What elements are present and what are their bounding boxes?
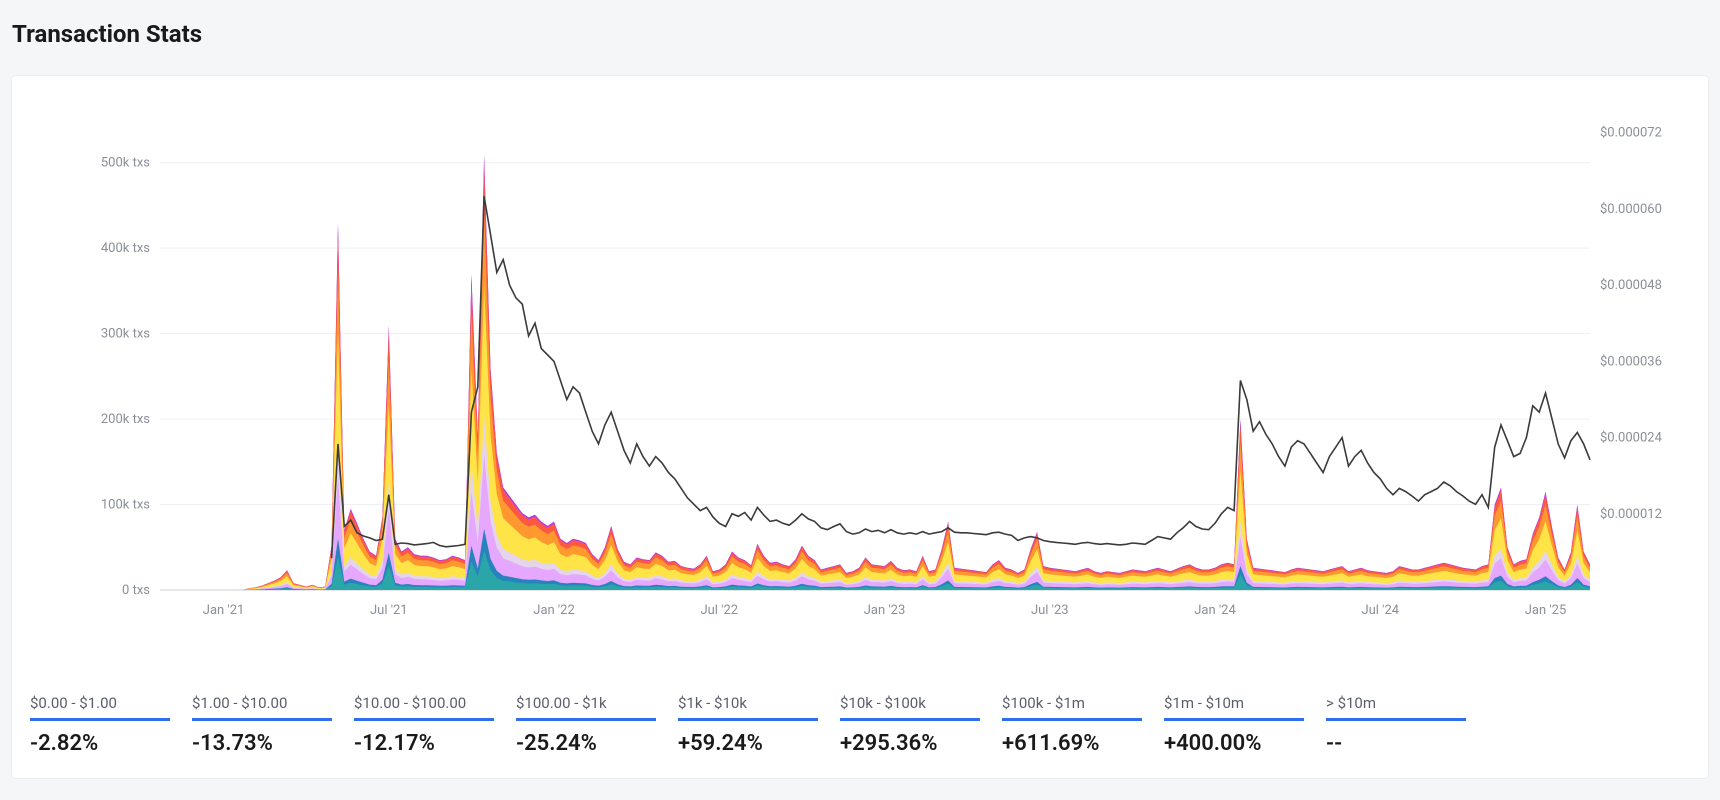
- stat-range: $10.00 - $100.00: [354, 694, 494, 721]
- stat-range: $100.00 - $1k: [516, 694, 656, 721]
- svg-text:200k txs: 200k txs: [101, 412, 150, 427]
- stat-range: $1.00 - $10.00: [192, 694, 332, 721]
- svg-text:$0.000072: $0.000072: [1600, 126, 1662, 141]
- svg-text:Jan '23: Jan '23: [864, 603, 906, 618]
- svg-text:$0.000060: $0.000060: [1600, 202, 1662, 217]
- stat-item[interactable]: $1k - $10k +59.24%: [678, 694, 818, 756]
- stat-item[interactable]: $0.00 - $1.00 -2.82%: [30, 694, 170, 756]
- svg-text:$0.000048: $0.000048: [1600, 278, 1662, 293]
- stat-item[interactable]: $10k - $100k +295.36%: [840, 694, 980, 756]
- transaction-chart: 0 txs 100k txs 200k txs 300k txs 400k txs 500…: [30, 100, 1690, 660]
- page-title: Transaction Stats: [12, 20, 1708, 48]
- stats-row: $0.00 - $1.00 -2.82% $1.00 - $10.00 -13.73%…: [30, 694, 1690, 756]
- stat-change: +59.24%: [678, 731, 818, 756]
- stat-range: $0.00 - $1.00: [30, 694, 170, 721]
- stat-range: $10k - $100k: [840, 694, 980, 721]
- stat-change: --: [1326, 731, 1466, 756]
- stat-item[interactable]: $1m - $10m +400.00%: [1164, 694, 1304, 756]
- svg-text:Jul '21: Jul '21: [370, 603, 408, 618]
- svg-text:Jul '22: Jul '22: [700, 603, 738, 618]
- svg-text:$0.000024: $0.000024: [1600, 431, 1663, 446]
- svg-text:100k txs: 100k txs: [101, 498, 150, 513]
- svg-text:Jan '25: Jan '25: [1525, 603, 1567, 618]
- stat-range: $1m - $10m: [1164, 694, 1304, 721]
- stat-change: -13.73%: [192, 731, 332, 756]
- stat-item[interactable]: $100k - $1m +611.69%: [1002, 694, 1142, 756]
- stat-change: -25.24%: [516, 731, 656, 756]
- stat-item[interactable]: $100.00 - $1k -25.24%: [516, 694, 656, 756]
- stat-change: +295.36%: [840, 731, 980, 756]
- stat-change: -12.17%: [354, 731, 494, 756]
- svg-text:Jan '21: Jan '21: [203, 603, 245, 618]
- stat-change: +400.00%: [1164, 731, 1304, 756]
- stat-item[interactable]: $10.00 - $100.00 -12.17%: [354, 694, 494, 756]
- svg-text:500k txs: 500k txs: [101, 156, 150, 171]
- stat-range: $100k - $1m: [1002, 694, 1142, 721]
- stat-change: +611.69%: [1002, 731, 1142, 756]
- stat-change: -2.82%: [30, 731, 170, 756]
- stat-item[interactable]: $1.00 - $10.00 -13.73%: [192, 694, 332, 756]
- stat-range: > $10m: [1326, 694, 1466, 721]
- svg-text:300k txs: 300k txs: [101, 327, 150, 342]
- svg-text:0 txs: 0 txs: [122, 583, 150, 598]
- svg-text:Jul '24: Jul '24: [1361, 603, 1399, 618]
- stat-range: $1k - $10k: [678, 694, 818, 721]
- svg-text:400k txs: 400k txs: [101, 241, 150, 256]
- svg-text:Jan '24: Jan '24: [1194, 603, 1236, 618]
- svg-text:Jul '23: Jul '23: [1031, 603, 1069, 618]
- svg-text:$0.000036: $0.000036: [1600, 354, 1662, 369]
- svg-text:Jan '22: Jan '22: [533, 603, 575, 618]
- stat-item[interactable]: > $10m --: [1326, 694, 1466, 756]
- svg-text:$0.000012: $0.000012: [1600, 507, 1662, 522]
- chart-card: 0 txs 100k txs 200k txs 300k txs 400k txs 500…: [12, 76, 1708, 778]
